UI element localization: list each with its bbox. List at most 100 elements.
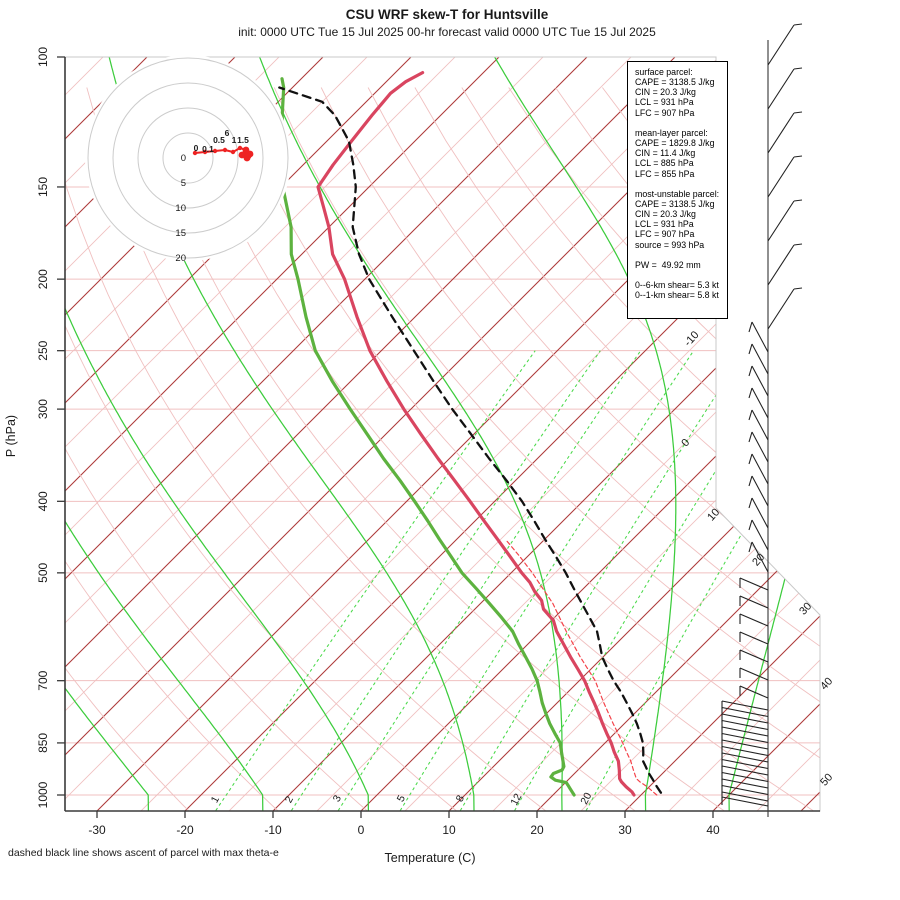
hodograph-height-label: 0.5 — [213, 135, 225, 145]
wind-barb — [739, 631, 769, 645]
wind-barb — [751, 343, 769, 375]
x-axis-tick-label: -30 — [88, 823, 106, 837]
y-axis-tick-label: 200 — [36, 269, 50, 289]
wind-barb — [721, 771, 769, 783]
footnote: dashed black line shows ascent of parcel… — [8, 847, 279, 859]
hodograph-ring-label: 0 — [181, 153, 186, 164]
wind-barb — [751, 365, 769, 397]
wind-barb — [721, 713, 769, 724]
wind-barb — [721, 745, 769, 757]
mixing-ratio-label: 1 — [209, 794, 222, 805]
mixing-ratio-label: 3 — [331, 793, 344, 804]
wind-barb — [751, 453, 769, 485]
x-axis-tick-label: 0 — [358, 823, 365, 837]
x-axis-tick-label: 30 — [618, 823, 632, 837]
temperature-curve — [316, 71, 636, 797]
parcel-info-gap — [635, 179, 724, 189]
sounding-curves — [278, 71, 663, 797]
hodograph-ring-label: 10 — [175, 203, 186, 214]
wind-barb — [739, 577, 769, 591]
wind-barb — [721, 784, 769, 796]
mixing-ratio-label: 8 — [454, 793, 467, 804]
parcel-section-title: mean-layer parcel: — [635, 127, 708, 138]
x-axis-tick-label: -20 — [176, 823, 194, 837]
wind-barb — [721, 739, 769, 750]
wind-barb — [739, 685, 769, 699]
chart-subtitle: init: 0000 UTC Tue 15 Jul 2025 00-hr for… — [238, 25, 656, 39]
wind-barb — [721, 732, 769, 744]
mixing-ratio-label: 20 — [578, 790, 594, 806]
isotherm-label: -10 — [682, 329, 702, 349]
x-axis-tick-label: 40 — [706, 823, 720, 837]
wind-barb — [721, 726, 769, 737]
parcel-pw-line: PW = 49.92 mm — [635, 259, 701, 270]
parcel-info-line: LFC = 907 hPa — [635, 229, 695, 240]
mixing-ratio-label: 2 — [283, 794, 296, 805]
x-axis-title: Temperature (C) — [385, 851, 476, 865]
wind-barb — [739, 613, 769, 627]
parcel-shear-line: 0--1-km shear= 5.8 kt — [635, 290, 719, 301]
hodograph-ring-label: 20 — [175, 253, 186, 264]
parcel-info-gap — [635, 250, 724, 260]
wind-barb — [721, 791, 769, 802]
wind-barb — [739, 595, 769, 609]
wind-barb — [767, 24, 795, 66]
wind-barb — [721, 765, 769, 776]
parcel-info-line: source = 993 hPa — [635, 239, 705, 250]
wind-barb — [767, 68, 795, 110]
y-axis-tick-label: 700 — [36, 670, 50, 690]
wind-barb — [751, 519, 769, 551]
wind-barb — [721, 700, 769, 711]
hodograph-ring-label: 15 — [175, 228, 186, 239]
mixing-ratio-lines — [215, 350, 820, 811]
y-axis-tick-label: 250 — [36, 340, 50, 360]
y-axis-tick-label: 150 — [36, 177, 50, 197]
parcel-info-line: CIN = 11.4 J/kg — [635, 148, 696, 159]
y-axis-tick-label: 500 — [36, 562, 50, 582]
wind-barb — [751, 409, 769, 441]
isotherm-label: 30 — [797, 600, 814, 617]
x-axis-tick-label: 20 — [530, 823, 544, 837]
wind-barb — [767, 112, 795, 154]
parcel-section-title: most-unstable parcel: — [635, 188, 720, 199]
hodograph-height-label: 1.5 — [237, 135, 249, 145]
hodograph-height-label: 0 — [194, 143, 199, 153]
moist-adiabat-lines — [65, 57, 820, 811]
wind-barb — [739, 667, 769, 681]
parcel-info-line: LCL = 931 hPa — [635, 219, 694, 230]
parcel-info-line: LCL = 885 hPa — [635, 158, 694, 169]
parcel-info-gap — [635, 118, 724, 128]
y-axis-tick-label: 100 — [36, 47, 50, 67]
isotherm-label: 50 — [818, 771, 835, 788]
hodograph-height-label: 1 — [232, 135, 237, 145]
wind-barbs — [721, 23, 803, 817]
wind-barb — [767, 244, 795, 286]
isotherm-label: 10 — [705, 506, 722, 523]
parcel-shear-line: 0--6-km shear= 5.3 kt — [635, 280, 719, 291]
parcel-info-gap — [635, 270, 724, 280]
wind-barb — [721, 706, 769, 718]
virtual-temperature-curve — [504, 538, 658, 796]
parcel-info-line: CAPE = 3138.5 J/kg — [635, 77, 715, 88]
parcel-info-line: CAPE = 1829.8 J/kg — [635, 138, 715, 149]
isotherm-label: 40 — [818, 675, 835, 692]
mixing-ratio-label: 12 — [508, 791, 524, 807]
wind-barb — [721, 719, 769, 731]
parcel-max-thetae-curve — [278, 86, 663, 794]
parcel-info-line: CIN = 20.3 J/kg — [635, 209, 696, 220]
wind-barb — [721, 752, 769, 763]
wind-barb — [751, 321, 769, 353]
wind-barb — [751, 387, 769, 419]
y-axis-tick-label: 1000 — [36, 781, 50, 808]
y-axis-tick-label: 400 — [36, 491, 50, 511]
parcel-section-title: surface parcel: — [635, 67, 693, 77]
wind-barb — [751, 431, 769, 463]
wind-barb — [767, 156, 795, 198]
hodograph-height-label: 0.1 — [202, 144, 214, 154]
parcel-info-line: LFC = 907 hPa — [635, 107, 695, 118]
wind-barb — [721, 778, 769, 789]
mixing-ratio-label: 5 — [395, 793, 408, 804]
